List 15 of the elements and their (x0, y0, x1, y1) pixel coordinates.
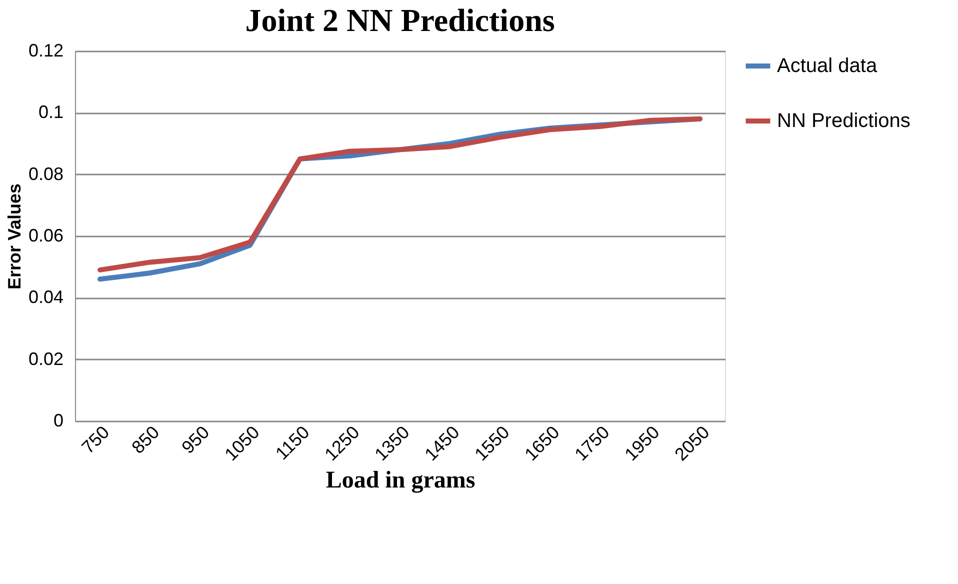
y-axis-title: Error Values (4, 183, 24, 290)
y-tick-label: 0.04 (28, 287, 64, 308)
chart-title: Joint 2 NN Predictions (245, 2, 555, 38)
y-tick-label: 0.12 (28, 40, 64, 60)
y-tick-label: 0.06 (28, 226, 64, 246)
y-tick-label: 0 (53, 410, 64, 430)
y-tick-label: 0.08 (28, 164, 64, 184)
legend-label: NN Predictions (777, 110, 910, 132)
x-tick-label: 850 (128, 422, 164, 458)
x-tick-label: 750 (78, 422, 114, 458)
x-tick-label: 950 (178, 422, 214, 458)
legend-label: Actual data (777, 55, 878, 77)
y-tick-label: 0.1 (38, 102, 64, 122)
x-axis-title: Load in grams (326, 468, 476, 494)
y-tick-label: 0.02 (28, 348, 64, 369)
